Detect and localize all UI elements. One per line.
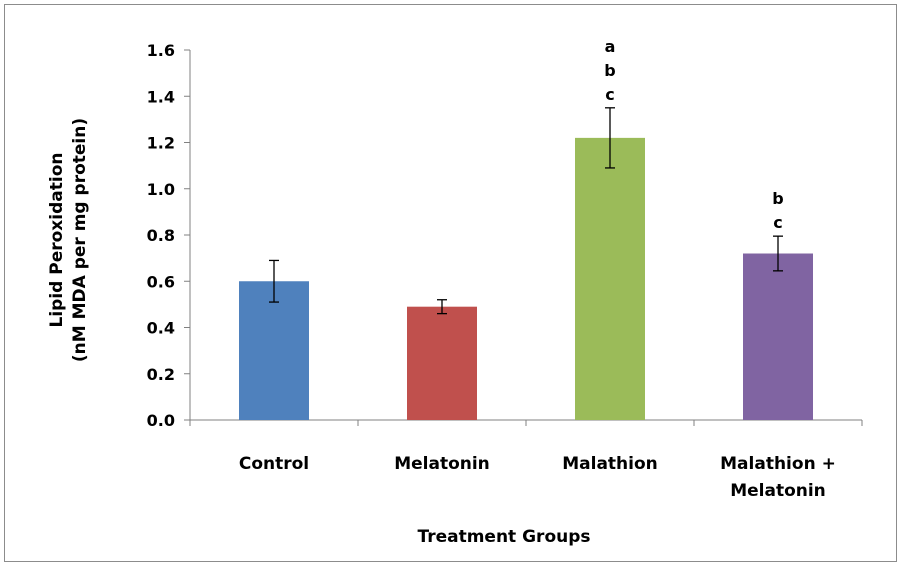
y-tick-label: 1.0	[147, 180, 175, 199]
y-axis-title-line-1: Lipid Peroxidation	[47, 153, 67, 328]
x-tick-label: Malathion	[562, 454, 658, 474]
bar-control	[239, 281, 309, 420]
y-tick-label: 0.6	[147, 272, 175, 291]
significance-letter: c	[773, 213, 782, 232]
y-tick-label: 0.0	[147, 411, 175, 430]
x-tick-label: Malathion +	[720, 454, 836, 474]
x-tick-label: Control	[239, 454, 309, 474]
y-tick-label: 1.2	[147, 134, 175, 153]
x-tick-label: Melatonin	[394, 454, 490, 474]
y-axis-title-line-2: (nM MDA per mg protein)	[70, 118, 90, 362]
significance-letter: a	[605, 37, 616, 56]
bar-malathion	[575, 137, 645, 420]
significance-letter: b	[772, 189, 783, 208]
significance-letter: c	[605, 85, 614, 104]
y-tick-label: 1.4	[147, 87, 175, 106]
significance-letter: b	[604, 61, 615, 80]
x-tick-label: Melatonin	[730, 481, 826, 501]
bar-melatonin	[407, 306, 477, 420]
y-tick-label: 1.6	[147, 41, 175, 60]
y-tick-label: 0.4	[147, 319, 175, 338]
x-axis-title: Treatment Groups	[417, 527, 590, 547]
bar-malathion-melatonin	[743, 253, 813, 420]
y-tick-label: 0.2	[147, 365, 175, 384]
y-axis-title: Lipid Peroxidation (nM MDA per mg protei…	[47, 118, 90, 362]
y-tick-label: 0.8	[147, 226, 175, 245]
